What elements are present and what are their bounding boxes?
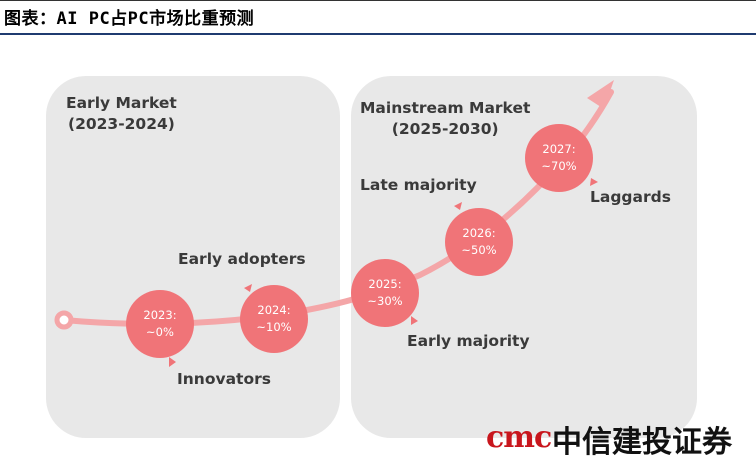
mainstream-market-title-line2: (2025-2030) (391, 120, 499, 138)
early-market-title-line2: (2023-2024) (67, 115, 175, 133)
laggards-pointer (590, 178, 598, 186)
logo-text: 中信建投证券 (552, 425, 732, 457)
logo-mark: cmc (486, 420, 552, 455)
node-2024: 2024: ~10% (240, 285, 308, 353)
stage-innovators: Innovators (177, 370, 271, 388)
mainstream-market-title-line1: Mainstream Market (360, 99, 531, 117)
stage-early-adopters: Early adopters (178, 250, 306, 268)
node-2024-year: 2024: (257, 303, 291, 317)
header-top-rule (0, 0, 756, 1)
node-2025: 2025: ~30% (351, 259, 419, 327)
node-2025-year: 2025: (368, 277, 402, 291)
node-2027-year: 2027: (542, 142, 576, 156)
innovators-pointer (169, 357, 176, 367)
node-2024-share: ~10% (256, 320, 292, 334)
node-2027-share: ~70% (541, 159, 577, 173)
stage-late-majority: Late majority (360, 176, 477, 194)
early-adopters-pointer (244, 284, 252, 292)
early-market-title-line1: Early Market (66, 94, 177, 112)
node-2023: 2023: ~0% (126, 290, 194, 358)
citic-securities-logo: cmc 中信建投证券 (486, 414, 756, 457)
early-market-panel (46, 76, 340, 438)
node-2023-year: 2023: (143, 308, 177, 322)
stage-early-majority: Early majority (407, 332, 530, 350)
mainstream-market-panel (351, 76, 697, 438)
mainstream-market-title: Mainstream Market (2025-2030) (360, 98, 530, 140)
adoption-curve-line (61, 89, 614, 327)
early-market-title: Early Market (2023-2024) (66, 93, 177, 135)
node-2026-share: ~50% (461, 243, 497, 257)
node-2025-share: ~30% (367, 294, 403, 308)
late-majority-pointer (454, 202, 462, 210)
stage-laggards: Laggards (590, 188, 671, 206)
curve-arrowhead (587, 80, 614, 109)
curve-start-dot (54, 310, 74, 330)
header-rule (0, 33, 756, 35)
node-2026-year: 2026: (462, 226, 496, 240)
figure-title: 图表：AI PC占PC市场比重预测 (4, 9, 255, 29)
early-majority-pointer (411, 316, 418, 325)
node-2023-share: ~0% (146, 325, 174, 339)
node-2026: 2026: ~50% (445, 208, 513, 276)
node-2027: 2027: ~70% (525, 124, 593, 192)
